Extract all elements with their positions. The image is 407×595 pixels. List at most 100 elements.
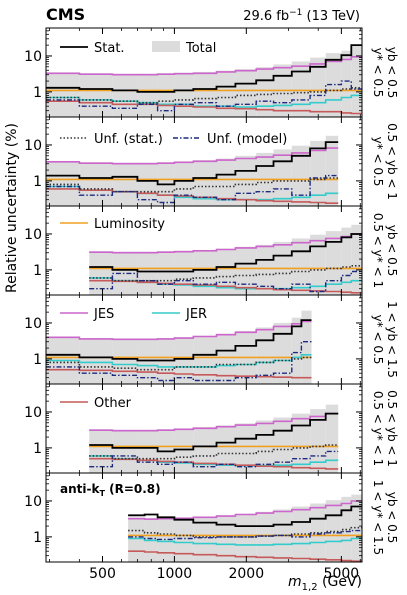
total-band-bin: [235, 69, 257, 117]
panel-2: 1 10 y* < 0.5 0.5 < yb < 1: [24, 116, 399, 207]
jer-line: [128, 537, 362, 546]
total-band-bin: [216, 158, 236, 206]
legend-unf-model: Unf. (model): [173, 132, 287, 147]
legend-label: JES: [93, 307, 114, 322]
total-band-bin: [89, 429, 113, 473]
total-band-bin: [325, 404, 339, 473]
total-band-bin: [310, 409, 326, 473]
unf-stat-line: [128, 526, 362, 538]
panel-plot-area: [89, 224, 362, 295]
total-band-bin: [137, 429, 158, 473]
total-band-bin: [216, 333, 236, 384]
rapidity-yboost: yb < 0.5: [385, 47, 399, 99]
total-band-bin: [235, 246, 257, 295]
total-band-bin: [137, 251, 158, 295]
y-tick-label: 1: [33, 174, 42, 190]
unf-stat-line: [46, 87, 362, 104]
total-band-bin: [216, 515, 236, 562]
total-band-bin: [325, 231, 342, 295]
stat-line: [89, 233, 362, 273]
total-band-bin: [79, 162, 113, 206]
total-band-bin: [216, 425, 236, 473]
legend-stat: Stat.: [60, 41, 125, 56]
x-axis-title: m1,2 (GeV): [288, 574, 362, 593]
rapidity-label: 0.5 < y* < 1 yb < 0.5: [371, 213, 399, 288]
cms-label: CMS: [46, 5, 85, 24]
total-band-bin: [193, 160, 217, 206]
total-band-bin: [112, 338, 138, 384]
panel-plot-area: [128, 494, 362, 562]
total-band-bin: [137, 162, 158, 206]
panel-plot-area: [46, 310, 312, 384]
jes-line: [89, 412, 339, 432]
rapidity-ystar: y* < 0.5: [371, 137, 385, 187]
legend-label: Stat.: [94, 41, 125, 56]
total-band-bin: [112, 429, 138, 473]
unf-model-line: [46, 174, 339, 204]
rapidity-ystar: y* < 0.5: [371, 48, 385, 98]
total-band-bin: [174, 161, 194, 206]
total-band-bin: [137, 73, 158, 117]
y-tick-label: 10: [24, 316, 42, 332]
stat-line: [46, 44, 362, 93]
stat-line: [128, 505, 362, 527]
y-tick-label: 10: [24, 49, 42, 65]
legend-unf-stat: Unf. (stat.): [60, 132, 163, 147]
total-band-bin: [193, 335, 217, 384]
total-band-bin: [193, 516, 217, 562]
total-band-bin: [235, 155, 257, 206]
total-band-bin: [341, 227, 352, 295]
legend-label: Total: [185, 41, 216, 56]
panel-5: 1 10 0.5 < y* < 1 0.5 < yb < 1: [24, 383, 399, 474]
total-band-bin: [46, 160, 80, 206]
other-line: [46, 368, 312, 379]
rapidity-ystar: 0.5 < y* < 1: [371, 391, 385, 466]
total-band-bin: [216, 70, 236, 117]
legend-other: Other: [60, 396, 132, 411]
total-band-bin: [325, 53, 342, 117]
total-band-bin: [79, 73, 113, 117]
other-line: [46, 100, 362, 115]
total-band-bin: [235, 423, 257, 473]
total-band-bin: [273, 149, 292, 206]
unf-model-line: [46, 80, 362, 112]
rapidity-label: y* < 0.5 yb < 0.5: [371, 47, 399, 99]
panel-6: 1 10 1 < y* < 1.5 yb < 0.5: [24, 472, 399, 563]
rapidity-ystar: 1 < y* < 1.5: [371, 480, 385, 555]
y-tick-label: 10: [24, 227, 42, 243]
jer-line: [46, 94, 362, 108]
total-band-bin: [291, 61, 311, 117]
other-line: [128, 550, 362, 562]
y-tick-label: 1: [33, 441, 42, 457]
total-band-bin: [46, 72, 80, 117]
rapidity-label: y* < 0.5 1 < yb < 1.5: [371, 301, 399, 378]
x-tick-label: 500: [89, 566, 116, 582]
legend-label: Luminosity: [94, 217, 165, 232]
total-band-bin: [291, 238, 311, 295]
rapidity-label: 1 < y* < 1.5 yb < 0.5: [371, 480, 399, 555]
total-band-bin: [256, 327, 274, 384]
legend-label: JER: [185, 307, 207, 322]
jet-algorithm-label: anti-kT (R=0.8): [60, 482, 161, 498]
stat-line: [89, 412, 339, 453]
panel-frame: [45, 472, 363, 563]
x-tick-label: 5000: [324, 566, 360, 582]
total-band-bin: [291, 317, 302, 384]
total-band-bin: [193, 71, 217, 117]
total-band-bin: [291, 145, 311, 206]
legend-label: Unf. (model): [207, 132, 287, 147]
unf-stat-line: [89, 265, 362, 282]
legend-swatch: [152, 41, 180, 52]
total-band-bin: [235, 513, 257, 562]
rapidity-yboost: yb < 0.5: [385, 492, 399, 544]
luminosity-label: 29.6 fb−1 (13 TeV): [243, 8, 360, 24]
x-tick-label: 1000: [157, 566, 193, 582]
rapidity-yboost: 1 < yb < 1.5: [385, 301, 399, 378]
jes-line: [128, 500, 362, 520]
unf-model-line: [46, 341, 312, 382]
unf-model-line: [89, 450, 339, 468]
legend-label: Other: [94, 396, 132, 411]
other-line: [89, 279, 362, 294]
